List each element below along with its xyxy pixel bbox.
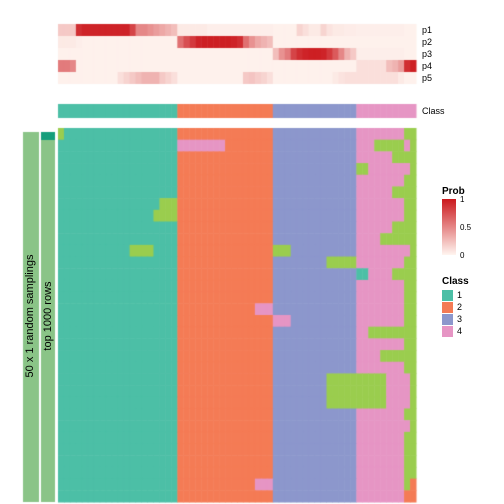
legend-swatch-icon [442, 290, 453, 301]
sidebar-label-outer: 50 x 1 random samplings [24, 206, 36, 426]
row-label-class: Class [422, 106, 445, 116]
row-label-p4: p4 [422, 61, 432, 71]
legend-prob-gradient [442, 199, 456, 255]
legend-swatch-icon [442, 326, 453, 337]
legend-swatch-icon [442, 314, 453, 325]
legend-class-item: 1 [442, 289, 469, 301]
row-label-p3: p3 [422, 49, 432, 59]
legend-class-label: 4 [457, 326, 462, 336]
legend-prob-tick: 0.5 [460, 223, 471, 232]
legend-class-item: 2 [442, 301, 469, 313]
row-label-p5: p5 [422, 73, 432, 83]
legend-prob-tick: 0 [460, 251, 464, 260]
row-label-p1: p1 [422, 25, 432, 35]
sidebar-label-inner: top 1000 rows [42, 206, 54, 426]
row-label-p2: p2 [422, 37, 432, 47]
legend-class-item: 4 [442, 325, 469, 337]
legend-class-title: Class [442, 276, 469, 287]
legend-class-label: 3 [457, 314, 462, 324]
legend-swatch-icon [442, 302, 453, 313]
legend-class-label: 1 [457, 290, 462, 300]
legend-prob-tick: 1 [460, 195, 464, 204]
legend-class-label: 2 [457, 302, 462, 312]
legend-prob: Prob10.50 [442, 186, 484, 255]
legend-class: Class 1 2 3 4 [442, 276, 469, 337]
heatmap-figure: { "title": "membership heatmap, k = 5", … [0, 0, 504, 504]
legend-class-item: 3 [442, 313, 469, 325]
